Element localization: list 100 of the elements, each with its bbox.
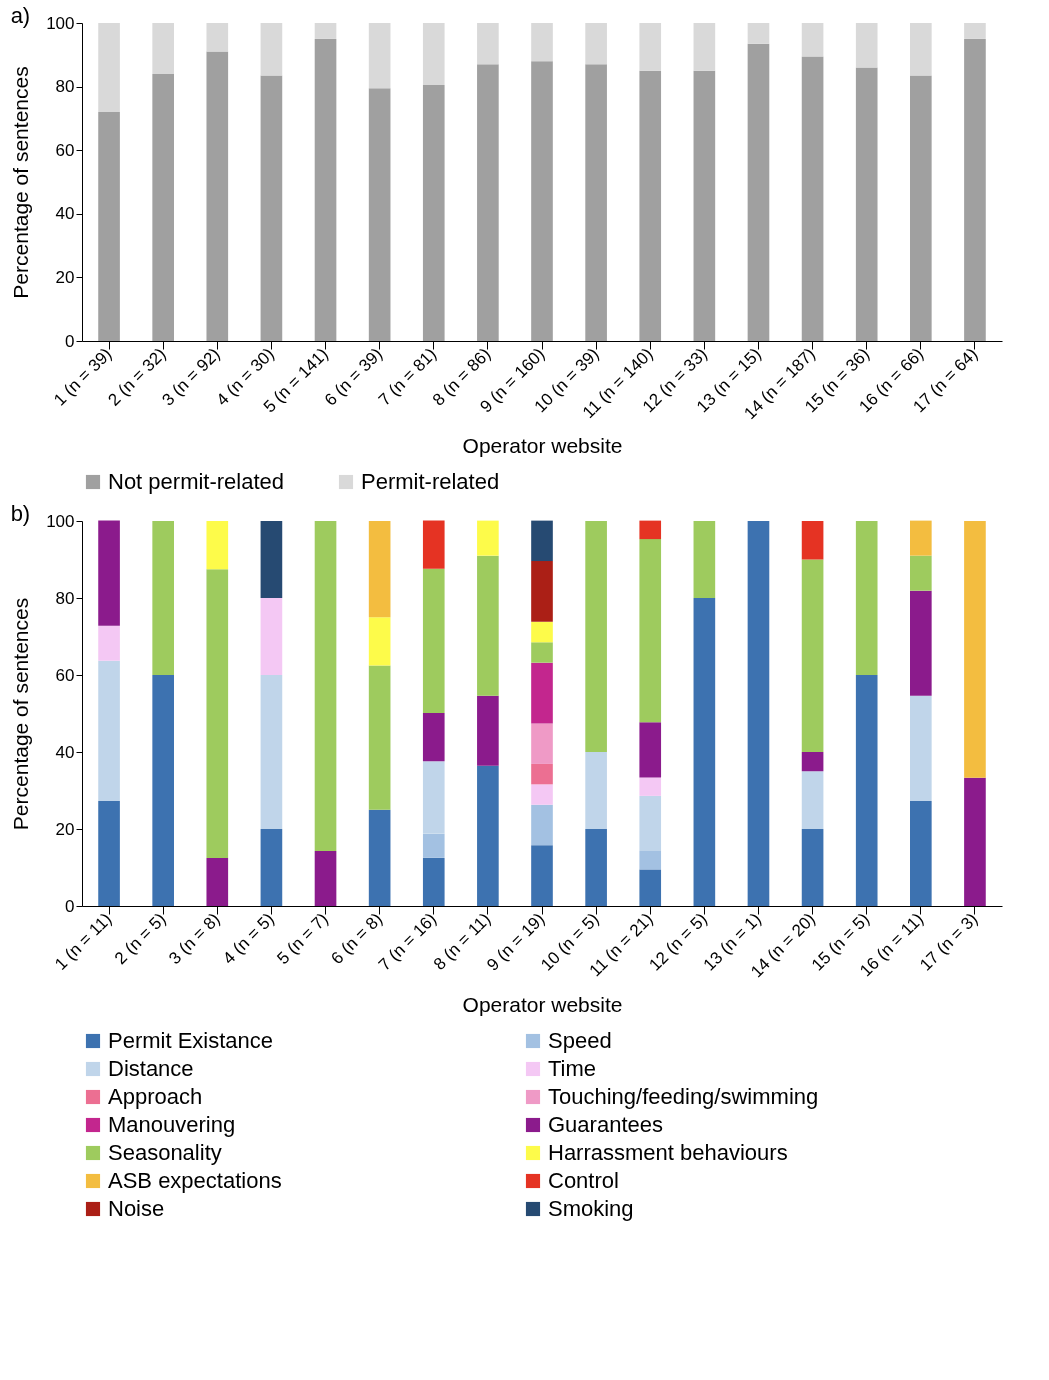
bar <box>964 521 986 778</box>
legend-label: Harrassment behaviours <box>548 1140 788 1165</box>
bar <box>260 675 283 829</box>
bar <box>910 23 932 76</box>
y-tick-label: 40 <box>55 742 75 762</box>
bar <box>801 829 824 906</box>
bar <box>801 23 824 57</box>
bar <box>260 829 283 906</box>
bar <box>260 521 283 598</box>
bar <box>368 88 391 341</box>
bar <box>477 695 499 766</box>
bar <box>98 625 120 661</box>
bar <box>531 520 553 562</box>
legend-label: Speed <box>548 1028 612 1053</box>
y-tick-label: 100 <box>46 13 75 33</box>
y-tick-label: 80 <box>55 588 75 608</box>
bar <box>531 804 553 846</box>
bar <box>639 70 662 341</box>
bar <box>855 67 878 341</box>
bar <box>693 70 716 341</box>
bar <box>747 43 770 341</box>
y-tick-label: 60 <box>55 140 75 160</box>
legend-label: Control <box>548 1168 619 1193</box>
bar <box>206 521 229 570</box>
bar <box>531 723 553 764</box>
bar <box>314 521 337 851</box>
bar <box>531 662 553 724</box>
bar <box>206 857 229 906</box>
bar <box>964 777 986 906</box>
bar <box>368 23 391 89</box>
bar <box>639 539 662 723</box>
bar <box>206 569 229 858</box>
bar <box>260 598 283 675</box>
bar <box>531 561 553 622</box>
bar <box>639 777 662 796</box>
bar <box>639 795 662 851</box>
bar <box>422 833 445 858</box>
bar <box>368 617 391 666</box>
bar <box>910 590 932 696</box>
bar <box>477 555 499 696</box>
bar <box>422 568 445 714</box>
bar <box>531 642 553 663</box>
bar <box>964 38 986 341</box>
bar <box>910 75 932 341</box>
bar <box>910 695 932 801</box>
bar <box>693 23 716 71</box>
bar <box>585 64 607 341</box>
y-tick-label: 80 <box>55 77 75 97</box>
bar <box>152 521 174 675</box>
legend-label: Seasonality <box>108 1140 222 1165</box>
bar <box>639 722 662 778</box>
bar <box>801 521 824 560</box>
legend-label: Not permit-related <box>108 469 285 494</box>
bar <box>368 809 391 906</box>
bar <box>477 64 499 341</box>
bar <box>801 559 824 752</box>
bar <box>531 621 553 643</box>
y-tick-label: 20 <box>55 819 75 839</box>
bar <box>801 752 824 772</box>
legend-label: Smoking <box>548 1196 634 1221</box>
legend-label: Permit Existance <box>108 1028 274 1053</box>
bar <box>314 850 337 906</box>
y-tick-label: 0 <box>65 896 75 916</box>
y-tick-label: 100 <box>46 511 75 531</box>
bar <box>422 713 445 762</box>
bar <box>422 23 445 86</box>
bar <box>585 829 607 906</box>
legend-label: Noise <box>108 1196 165 1221</box>
bar <box>477 23 499 65</box>
y-tick-label: 0 <box>65 331 75 351</box>
bar <box>260 23 283 76</box>
bar <box>585 23 607 65</box>
bar <box>693 598 716 906</box>
bar <box>855 521 878 675</box>
bar <box>260 75 283 341</box>
bar <box>98 800 120 906</box>
legend-label: Guarantees <box>548 1112 663 1137</box>
legend-label: Distance <box>108 1056 194 1081</box>
bar <box>855 23 878 68</box>
y-tick-label: 60 <box>55 665 75 685</box>
bar <box>585 752 607 829</box>
bar <box>639 520 662 540</box>
bar <box>639 869 662 906</box>
bar <box>314 23 337 39</box>
bar <box>910 555 932 591</box>
y-tick-label: 20 <box>55 267 75 287</box>
legend-label: Manouvering <box>108 1112 236 1137</box>
bar <box>477 520 499 556</box>
bar <box>152 73 174 341</box>
bar <box>801 771 824 829</box>
bar <box>422 520 445 569</box>
bar <box>206 23 229 52</box>
x-axis-title: Operator website <box>462 992 623 1016</box>
chart-title: a) <box>10 3 31 28</box>
bar <box>98 660 120 801</box>
bar <box>585 521 607 752</box>
legend-label: Approach <box>108 1084 203 1109</box>
bar <box>422 85 445 341</box>
bar <box>98 23 120 113</box>
bar <box>152 23 174 74</box>
